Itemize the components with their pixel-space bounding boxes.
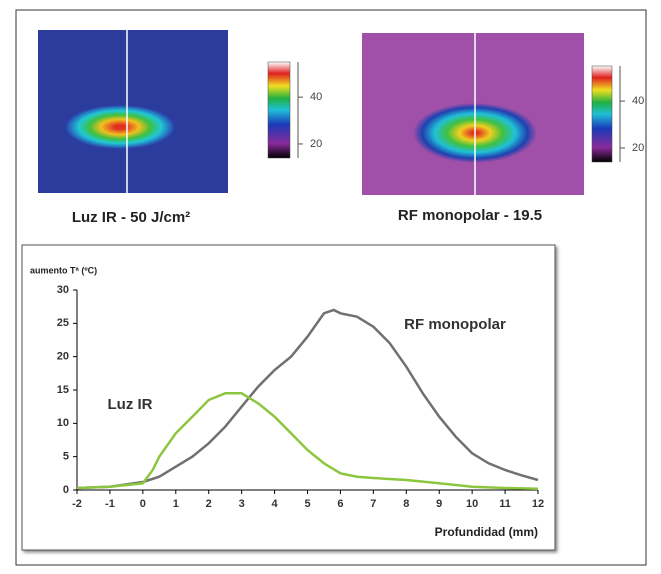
y-tick-label: 0 [63,484,69,496]
y-tick-label: 20 [57,351,69,363]
x-tick-label: 3 [239,498,245,510]
x-tick-label: 4 [272,498,279,510]
x-axis-label: Profundidad (mm) [435,525,538,539]
figure: Luz IR - 50 J/cm² RF monopolar - 19.5 au… [0,0,661,574]
x-tick-label: 5 [304,498,310,510]
y-tick-label: 15 [57,384,69,396]
colorbar-tick-label: 40 [632,95,644,107]
x-tick-label: 12 [532,498,544,510]
x-tick-label: 8 [403,498,409,510]
x-tick-label: 6 [337,498,343,510]
y-tick-label: 30 [57,284,69,296]
colorbar-tick-label: 40 [310,91,322,103]
x-tick-label: -1 [105,498,115,510]
x-tick-label: 1 [173,498,179,510]
x-tick-label: 9 [436,498,442,510]
colorbar-tick-label: 20 [632,142,644,154]
x-tick-label: 11 [499,498,511,510]
x-tick-label: 7 [370,498,376,510]
y-tick-label: 10 [57,417,69,429]
y-axis-label: aumento Tª (ºC) [30,265,97,275]
caption: RF monopolar - 19.5 [398,207,542,224]
y-tick-label: 25 [57,317,69,329]
x-tick-label: -2 [72,498,82,510]
x-tick-label: 0 [140,498,146,510]
y-tick-label: 5 [63,451,69,463]
heat-spot [65,105,175,149]
series-label: RF monopolar [404,316,506,333]
colorbar [268,62,290,158]
x-tick-label: 10 [466,498,478,510]
colorbar-tick-label: 20 [310,138,322,150]
caption: Luz IR - 50 J/cm² [72,209,190,226]
colorbar [592,66,612,162]
x-tick-label: 2 [206,498,212,510]
series-label: Luz IR [108,396,153,413]
